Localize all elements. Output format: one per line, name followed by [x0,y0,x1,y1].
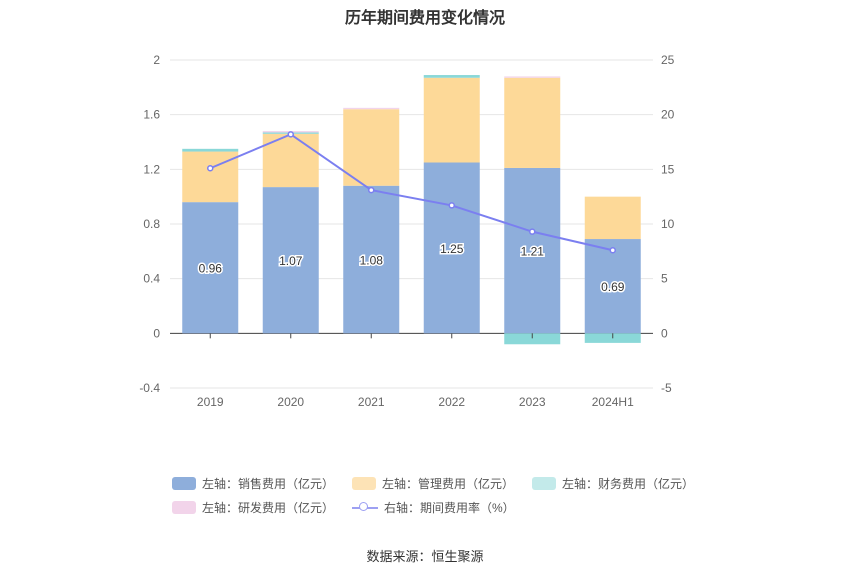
legend-label-expense-rate: 右轴：期间费用率（%） [384,500,515,515]
bar-segment [262,187,319,334]
source-note: 数据来源：恒生聚源 [366,549,484,564]
bar-segment [423,77,480,163]
left-axis-tick-label: 0 [153,326,160,340]
data-label: 0.69 [601,280,625,294]
left-axis-tick-label: 0.8 [143,217,160,231]
x-axis-tick-label: 2021 [358,395,385,409]
bar-segment [504,167,561,334]
left-axis-tick-label: 0.4 [143,272,160,286]
right-axis-tick-label: 5 [661,272,668,286]
right-axis-tick-label: 10 [661,217,675,231]
expense-rate-line [209,133,613,252]
bar-segment [584,196,641,240]
legend-row-1: 左轴：销售费用（亿元） 左轴：管理费用（亿元） 左轴：财务费用（亿元） [172,471,712,495]
legend-item-sales[interactable]: 左轴：销售费用（亿元） [172,475,334,492]
legend-line-icon [352,501,379,514]
legend-label-sales: 左轴：销售费用（亿元） [202,476,335,491]
legend-label-rd: 左轴：研发费用（亿元） [202,500,335,515]
legend-swatch-sales [172,476,196,490]
data-label: 0.96 [199,262,223,276]
legend-swatch-admin [352,476,377,490]
bar-segment [423,162,480,334]
legend-item-rd[interactable]: 左轴：研发费用（亿元） [172,499,334,516]
right-axis-tick-label: 20 [661,108,675,122]
legend-label-admin: 左轴：管理费用（亿元） [382,476,515,491]
data-label: 1.08 [360,254,384,268]
legend-item-finance[interactable]: 左轴：财务费用（亿元） [532,475,694,492]
bar-segment [584,239,641,334]
legend-swatch-rd [172,500,196,514]
chart-title: 历年期间费用变化情况 [344,10,505,27]
right-axis-tick-label: -5 [661,381,672,395]
left-axis-tick-label: 1.2 [143,162,160,176]
expense-rate-point [609,246,616,254]
right-axis-tick-label: 0 [661,326,668,340]
bar-segment [343,107,400,110]
left-axis-tick-label: -0.4 [139,381,160,395]
expense-rate-point [287,131,294,138]
expense-rate-point [448,202,455,209]
bar-segment [504,77,561,168]
expense-rate-point [207,164,214,172]
legend-swatch-finance [532,476,557,490]
legend-item-admin[interactable]: 左轴：管理费用（亿元） [352,475,514,492]
bar-segment [423,75,480,78]
x-axis-tick-label: 2019 [197,395,224,409]
x-axis-tick-label: 2023 [519,395,546,409]
right-axis-tick-label: 25 [661,53,675,67]
bar-segment [182,148,239,152]
data-label: 1.21 [521,245,545,259]
chart-legend: 左轴：销售费用（亿元） 左轴：管理费用（亿元） 左轴：财务费用（亿元） 左轴：研… [172,471,712,519]
bar-segment [343,185,400,334]
bar-segment [504,333,561,345]
bar-segment [343,109,400,186]
right-axis-tick-label: 15 [661,162,675,176]
bar-segment [504,76,561,78]
x-axis-tick-label: 2020 [277,395,304,409]
data-label: 1.07 [279,254,303,268]
x-axis-tick-label: 2022 [438,395,465,409]
legend-row-2: 左轴：研发费用（亿元） 右轴：期间费用率（%） [172,495,712,519]
expense-rate-point [368,186,375,194]
left-axis-tick-label: 2 [153,53,160,67]
data-label: 1.25 [440,242,464,256]
legend-item-expense-rate[interactable]: 右轴：期间费用率（%） [352,499,515,516]
expense-rate-point [529,228,536,235]
left-axis-tick-label: 1.6 [143,108,160,122]
bar-segment [182,202,239,334]
x-axis-tick-label: 2024H1 [592,395,634,409]
legend-label-finance: 左轴：财务费用（亿元） [562,476,695,491]
